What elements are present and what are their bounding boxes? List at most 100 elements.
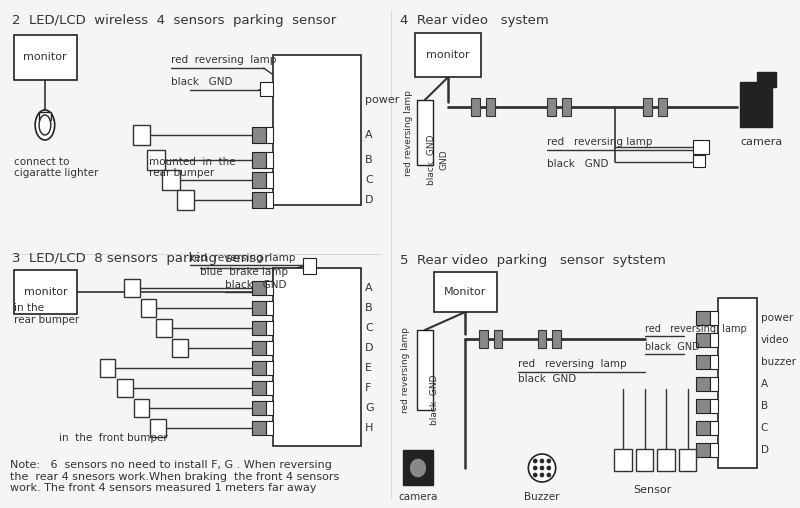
Text: F: F — [366, 383, 372, 393]
Bar — [266, 361, 274, 375]
Text: D: D — [366, 195, 374, 205]
Bar — [156, 319, 172, 337]
Bar — [266, 172, 274, 188]
Text: monitor: monitor — [426, 50, 470, 60]
Text: black   GND: black GND — [547, 159, 608, 169]
Text: power: power — [366, 95, 400, 105]
Bar — [14, 35, 77, 80]
Bar — [636, 449, 654, 471]
Bar — [124, 279, 140, 297]
Text: C: C — [761, 423, 768, 433]
Bar — [538, 330, 546, 348]
Bar — [710, 355, 718, 369]
Bar — [141, 299, 156, 317]
Text: G: G — [366, 403, 374, 413]
Bar — [117, 379, 133, 397]
Text: E: E — [366, 363, 372, 373]
Text: power: power — [761, 313, 793, 323]
Text: 2  LED/LCD  wireless  4  sensors  parking  sensor: 2 LED/LCD wireless 4 sensors parking sen… — [12, 14, 336, 27]
Bar — [479, 330, 488, 348]
Bar — [403, 450, 433, 485]
Bar — [710, 399, 718, 413]
Text: black  GND: black GND — [430, 375, 439, 425]
Text: buzzer: buzzer — [761, 357, 796, 367]
Bar — [552, 330, 561, 348]
Bar — [266, 321, 274, 335]
Text: Sensor: Sensor — [634, 485, 671, 495]
Bar — [494, 330, 502, 348]
Ellipse shape — [547, 466, 550, 470]
Bar — [266, 281, 274, 295]
Text: B: B — [366, 303, 373, 313]
Bar — [678, 449, 696, 471]
Bar — [696, 355, 710, 369]
Bar — [274, 268, 362, 446]
Bar — [133, 125, 150, 145]
Bar — [696, 443, 710, 457]
Bar — [696, 333, 710, 347]
Text: Monitor: Monitor — [444, 287, 486, 297]
Bar — [266, 381, 274, 395]
Text: red reversing lamp: red reversing lamp — [404, 90, 413, 176]
Ellipse shape — [534, 459, 537, 463]
Text: video: video — [761, 335, 790, 345]
Text: monitor: monitor — [23, 287, 67, 297]
Ellipse shape — [540, 466, 544, 470]
Bar — [252, 401, 266, 415]
Bar — [39, 112, 50, 120]
Text: Buzzer: Buzzer — [524, 492, 560, 502]
Bar — [172, 339, 187, 357]
Bar — [252, 172, 266, 188]
Text: D: D — [761, 445, 769, 455]
Text: camera: camera — [740, 137, 782, 147]
Ellipse shape — [540, 473, 544, 477]
Text: connect to: connect to — [14, 157, 69, 167]
Text: mounted  in  the: mounted in the — [150, 157, 236, 167]
Bar — [266, 192, 274, 208]
Bar — [147, 150, 165, 170]
Bar — [547, 98, 556, 116]
Bar — [252, 281, 266, 295]
Ellipse shape — [35, 110, 54, 140]
Bar — [643, 98, 652, 116]
Ellipse shape — [534, 466, 537, 470]
Text: blue  brake lamp: blue brake lamp — [200, 267, 288, 277]
Ellipse shape — [39, 115, 50, 135]
Text: 4  Rear video   system: 4 Rear video system — [401, 14, 549, 27]
Bar — [710, 311, 718, 325]
Text: B: B — [366, 155, 373, 165]
Bar — [718, 298, 757, 468]
Bar — [614, 449, 632, 471]
Text: monitor: monitor — [23, 52, 66, 62]
Text: C: C — [366, 175, 373, 185]
Bar — [696, 311, 710, 325]
Bar — [266, 301, 274, 315]
Text: black  GND: black GND — [518, 374, 576, 384]
Ellipse shape — [409, 458, 426, 478]
Bar — [694, 140, 709, 154]
Bar — [417, 330, 433, 410]
Bar — [266, 401, 274, 415]
Bar — [252, 152, 266, 168]
Bar — [252, 321, 266, 335]
Bar — [252, 192, 266, 208]
Bar — [266, 421, 274, 435]
Text: B: B — [761, 401, 768, 411]
Bar — [757, 72, 776, 87]
Text: in  the  front bumper: in the front bumper — [58, 433, 167, 443]
Bar — [134, 399, 150, 417]
Bar — [252, 127, 266, 143]
Bar — [252, 301, 266, 315]
Text: 3  LED/LCD  8 sensors  parking  sensor: 3 LED/LCD 8 sensors parking sensor — [12, 252, 270, 265]
Bar — [696, 421, 710, 435]
Text: black   GND: black GND — [171, 77, 233, 87]
Bar — [266, 341, 274, 355]
Bar — [302, 258, 317, 274]
Bar — [260, 82, 274, 96]
Text: in the: in the — [14, 303, 44, 313]
Bar — [740, 82, 771, 127]
Bar — [177, 190, 194, 210]
Bar — [417, 100, 433, 165]
Text: camera: camera — [398, 492, 438, 502]
Bar — [434, 272, 497, 312]
